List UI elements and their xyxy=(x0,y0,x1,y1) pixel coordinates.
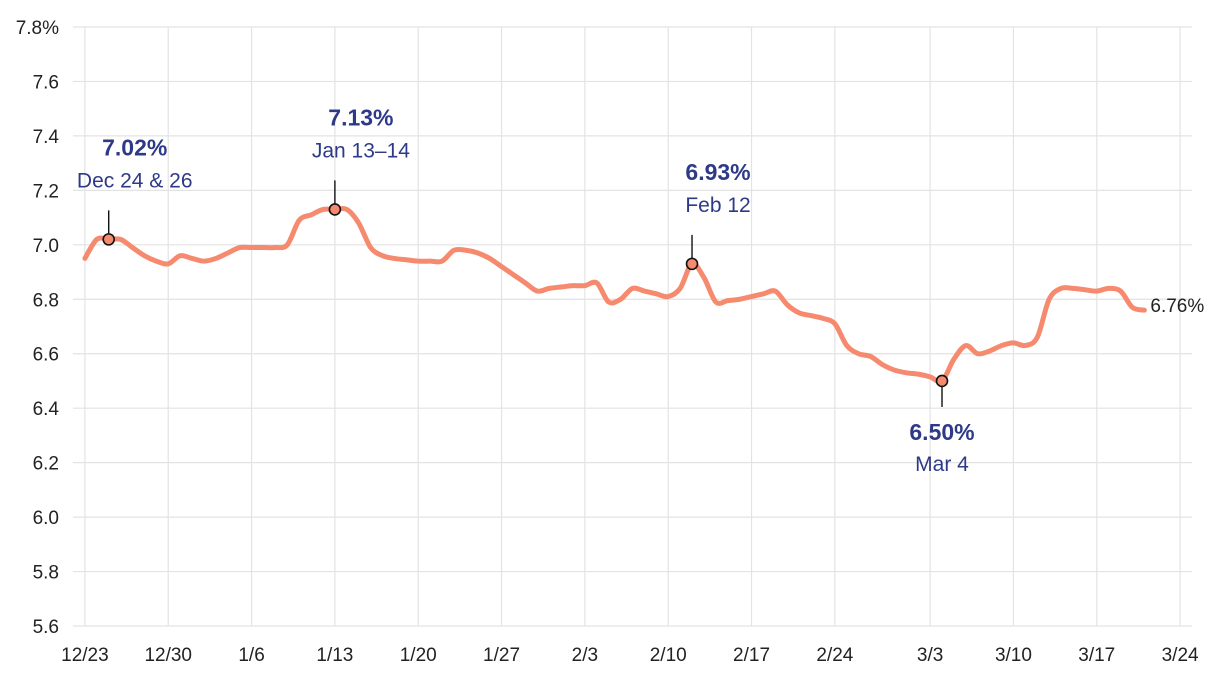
x-tick-label: 3/24 xyxy=(1162,645,1199,666)
x-tick-label: 1/6 xyxy=(238,645,264,666)
x-tick-label: 1/27 xyxy=(483,645,520,666)
x-tick-label: 3/3 xyxy=(917,645,943,666)
x-axis: 12/23 12/30 1/6 1/13 1/20 1/27 2/3 2/10 2/17 2/24… xyxy=(61,645,1199,666)
series-layer xyxy=(82,205,1147,385)
x-tick-label: 2/17 xyxy=(733,645,770,666)
y-tick-label: 5.8 xyxy=(33,563,59,584)
annotation-value: 7.02% xyxy=(102,134,167,160)
annotation-marker xyxy=(935,374,949,388)
x-tick-label: 2/10 xyxy=(650,645,687,666)
x-tick-label: 1/13 xyxy=(316,645,353,666)
annotation-marker xyxy=(102,233,116,246)
x-tick-label: 2/3 xyxy=(572,645,598,666)
annotation-date: Mar 4 xyxy=(915,453,969,476)
y-tick-label: 6.8 xyxy=(33,290,59,311)
annotation-marker xyxy=(328,203,342,216)
y-tick-label: 7.4 xyxy=(33,127,60,148)
y-tick-label: 5.6 xyxy=(33,617,59,638)
y-axis: 5.6 5.8 6.0 6.2 6.4 6.6 6.8 7.0 7.2 7.4 7.6 7.8% xyxy=(16,18,60,638)
annotation-date: Feb 12 xyxy=(685,194,750,217)
y-tick-label: 7.0 xyxy=(33,236,59,257)
y-tick-label: 6.2 xyxy=(33,454,59,475)
annotation-value: 6.93% xyxy=(685,159,750,185)
y-tick-label: 6.0 xyxy=(33,508,59,529)
annotation-value: 6.50% xyxy=(909,419,974,445)
annotation-marker xyxy=(685,257,699,271)
x-tick-label: 12/23 xyxy=(61,645,109,666)
x-tick-label: 3/10 xyxy=(995,645,1032,666)
x-tick-label: 3/17 xyxy=(1078,645,1115,666)
y-tick-label: 7.2 xyxy=(33,181,59,202)
y-tick-label: 7.6 xyxy=(33,72,59,93)
annotation-value: 7.13% xyxy=(328,104,393,130)
end-value-label: 6.76% xyxy=(1150,296,1204,317)
x-tick-label: 12/30 xyxy=(144,645,192,666)
y-tick-label: 6.6 xyxy=(33,345,59,366)
y-tick-label: 7.8% xyxy=(16,18,59,39)
gridlines xyxy=(73,26,1192,627)
y-tick-label: 6.4 xyxy=(33,399,60,420)
x-tick-label: 2/24 xyxy=(816,645,853,666)
annotations: 7.02% Dec 24 & 26 7.13% Jan 13–14 6.93% Feb 1… xyxy=(77,104,975,476)
x-tick-label: 1/20 xyxy=(400,645,437,666)
rate-series-line xyxy=(82,205,1147,385)
annotation-date: Dec 24 & 26 xyxy=(77,169,193,192)
annotation-date: Jan 13–14 xyxy=(312,139,410,162)
